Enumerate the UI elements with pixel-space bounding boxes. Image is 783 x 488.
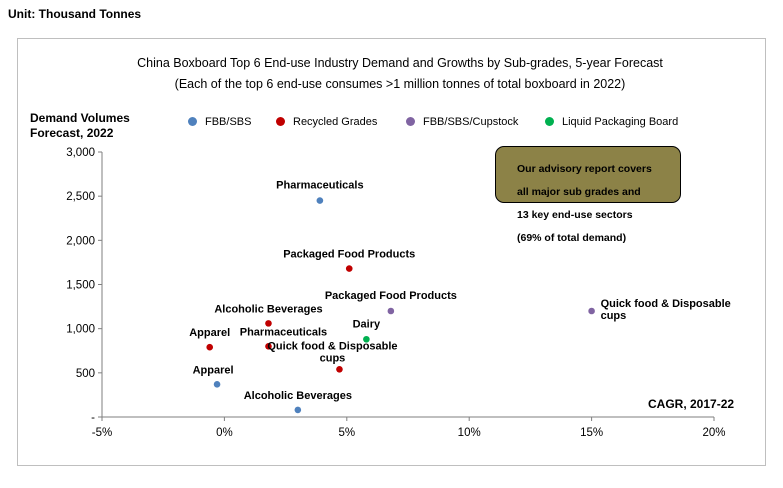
- callout-line-2: all major sub grades and: [517, 185, 641, 198]
- chart-subtitle: (Each of the top 6 end-use consumes >1 m…: [174, 77, 626, 91]
- legend-marker-fbb-sbs: [188, 117, 197, 126]
- point-liquid-packaging-board: [363, 335, 370, 343]
- point-label: Quick food & Disposable cups: [267, 340, 397, 364]
- point-label: Quick food & Disposable cups: [601, 298, 731, 322]
- y-tick-label: 500: [76, 368, 95, 380]
- legend-item-liquid: Liquid Packaging Board: [545, 116, 678, 128]
- point-fbb-sbs: [213, 381, 221, 388]
- y-tick-label: 2,500: [66, 191, 95, 203]
- point-fbb-sbs: [316, 197, 324, 204]
- callout-line-3: 13 key end-use sectors: [517, 208, 633, 221]
- point-recycled-grades: [265, 343, 272, 350]
- x-tick-label: 10%: [458, 427, 481, 439]
- legend-item-recycled: Recycled Grades: [276, 116, 377, 128]
- x-tick-label: 5%: [338, 427, 355, 439]
- legend-label-recycled: Recycled Grades: [293, 116, 378, 128]
- point-label: Alcoholic Beverages: [244, 390, 352, 402]
- point-label: Packaged Food Products: [325, 290, 457, 302]
- y-tick-label: 1,000: [66, 324, 95, 336]
- callout-line-4: (69% of total demand): [517, 231, 627, 244]
- callout-line-1: Our advisory report covers: [517, 162, 652, 175]
- chart-frame: [17, 38, 766, 466]
- y-tick-label: -: [91, 412, 95, 424]
- legend-label-cupstock: FBB/SBS/Cupstock: [423, 116, 519, 128]
- point-recycled-grades: [345, 265, 353, 272]
- x-tick-label: 20%: [702, 427, 725, 439]
- point-label: Apparel: [189, 327, 230, 339]
- x-tick-label: -5%: [92, 427, 112, 439]
- point-fbb-sbs-cupstock: [387, 307, 395, 315]
- legend-label-fbb-sbs: FBB/SBS: [205, 116, 252, 128]
- point-label: Pharmaceuticals: [276, 180, 363, 192]
- point-fbb-sbs-cupstock: [588, 307, 595, 315]
- y-axis-label-line2: Forecast, 2022: [30, 126, 114, 140]
- point-label: Apparel: [193, 364, 234, 376]
- y-axis-label-line1: Demand Volumes: [30, 111, 130, 125]
- point-label: Dairy: [353, 318, 381, 330]
- y-tick-label: 2,000: [66, 235, 95, 247]
- unit-label: Unit: Thousand Tonnes: [8, 7, 142, 21]
- point-recycled-grades: [206, 343, 214, 351]
- advisory-callout: Our advisory report covers all major sub…: [495, 146, 681, 243]
- legend-label-liquid: Liquid Packaging Board: [562, 116, 679, 128]
- x-axis-label: CAGR, 2017-22: [648, 397, 735, 411]
- point-fbb-sbs: [294, 406, 302, 414]
- x-tick-label: 0%: [216, 427, 233, 439]
- y-tick-label: 1,500: [66, 280, 95, 292]
- point-label: Pharmaceuticals: [240, 326, 327, 338]
- chart-title: China Boxboard Top 6 End-use Industry De…: [137, 56, 663, 70]
- legend-marker-liquid: [545, 117, 554, 126]
- point-label: Alcoholic Beverages: [214, 303, 322, 315]
- point-label: Packaged Food Products: [283, 249, 415, 261]
- x-tick-label: 15%: [580, 427, 603, 439]
- point-recycled-grades: [265, 320, 272, 327]
- legend-marker-recycled: [276, 117, 285, 126]
- legend-marker-cupstock: [406, 117, 415, 126]
- legend-item-cupstock: FBB/SBS/Cupstock: [406, 116, 518, 128]
- y-tick-label: 3,000: [66, 147, 95, 159]
- legend-item-fbb-sbs: FBB/SBS: [188, 116, 251, 128]
- point-recycled-grades: [336, 366, 343, 373]
- y-axis-label: Demand Volumes Forecast, 2022: [30, 111, 140, 141]
